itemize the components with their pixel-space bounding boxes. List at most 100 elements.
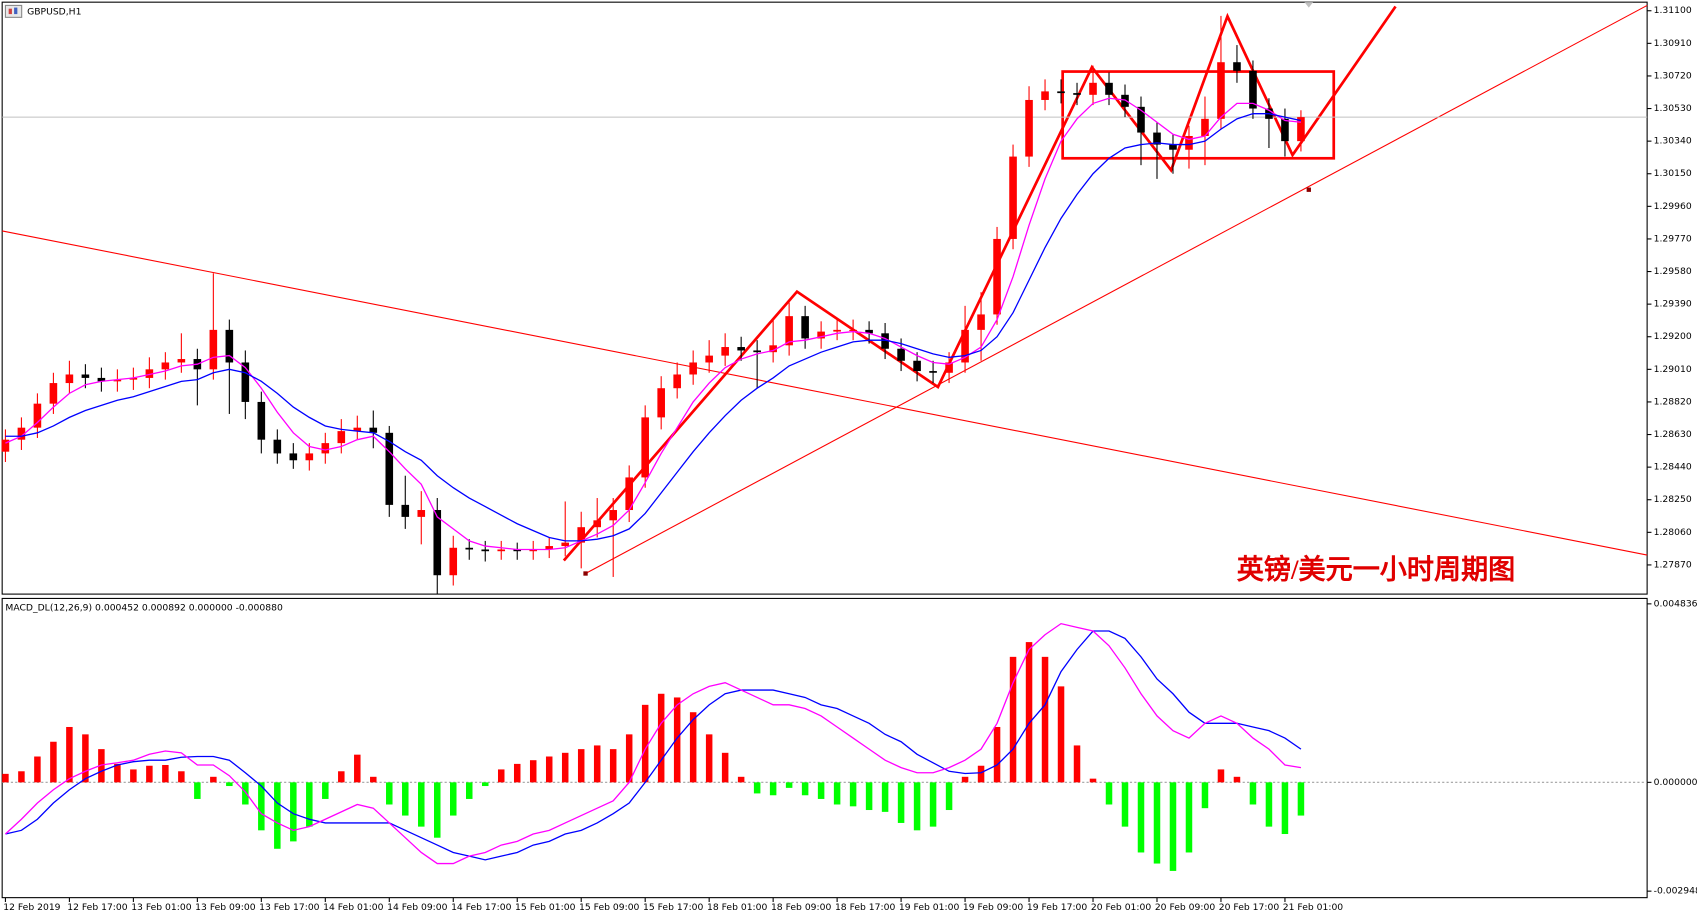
trend-line bbox=[585, 4, 1648, 574]
candle-body bbox=[881, 333, 889, 349]
histogram-bar bbox=[146, 765, 153, 783]
candle-body bbox=[257, 401, 266, 440]
histogram-bar bbox=[913, 782, 921, 831]
x-tick-label: 19 Feb 09:00 bbox=[963, 902, 1024, 913]
candle-body bbox=[865, 329, 873, 334]
histogram-bar bbox=[114, 763, 121, 783]
histogram-bar bbox=[226, 782, 233, 787]
candle-body bbox=[17, 427, 26, 440]
histogram-bar bbox=[737, 776, 745, 783]
histogram-bar bbox=[785, 782, 793, 788]
candle-body bbox=[145, 369, 154, 378]
x-tick-label: 14 Feb 09:00 bbox=[387, 902, 448, 913]
histogram-bar bbox=[721, 752, 729, 783]
candle-body bbox=[1105, 82, 1113, 95]
candle-body bbox=[225, 329, 234, 363]
candle-body bbox=[961, 329, 969, 363]
histogram-bar bbox=[929, 782, 937, 827]
icon bbox=[8, 8, 12, 15]
histogram-bar bbox=[34, 756, 41, 783]
x-tick-label: 13 Feb 17:00 bbox=[259, 902, 320, 913]
candle-body bbox=[1185, 135, 1193, 150]
histogram-bar bbox=[1153, 782, 1161, 864]
histogram-bar bbox=[66, 726, 73, 783]
histogram-bar bbox=[370, 776, 377, 783]
x-tick-label: 13 Feb 01:00 bbox=[131, 902, 192, 913]
candle-body bbox=[113, 379, 122, 382]
histogram-bar bbox=[625, 734, 633, 783]
x-tick-label: 15 Feb 09:00 bbox=[579, 902, 640, 913]
trend-line bbox=[2, 230, 1648, 556]
histogram-bar bbox=[1057, 686, 1065, 783]
candle-body bbox=[977, 314, 985, 330]
histogram-bar bbox=[609, 749, 617, 783]
candle-body bbox=[305, 453, 314, 461]
y-tick-label: 1.30530 bbox=[1654, 103, 1692, 114]
price-panel bbox=[1, 1, 1648, 595]
shift-marker bbox=[1304, 2, 1314, 8]
x-tick-label: 13 Feb 09:00 bbox=[195, 902, 256, 913]
histogram-bar bbox=[434, 782, 441, 838]
candle-body bbox=[737, 347, 745, 351]
candle-body bbox=[1089, 82, 1097, 95]
candle-body bbox=[801, 316, 809, 339]
x-tick-label: 15 Feb 01:00 bbox=[515, 902, 576, 913]
candle-body bbox=[1281, 118, 1289, 142]
y-tick-label: 1.29770 bbox=[1654, 233, 1692, 244]
candle-body bbox=[705, 355, 713, 363]
candle-body bbox=[241, 362, 250, 402]
histogram-bar bbox=[897, 782, 905, 823]
y-tick-label: 1.28820 bbox=[1654, 396, 1692, 407]
candle-body bbox=[945, 362, 953, 373]
histogram-bar bbox=[82, 734, 89, 783]
candle-body bbox=[65, 374, 74, 384]
histogram-bar bbox=[577, 749, 585, 783]
histogram-bar bbox=[1281, 782, 1289, 835]
indicator-line bbox=[5, 630, 1302, 861]
x-tick-label: 18 Feb 09:00 bbox=[771, 902, 832, 913]
histogram-bar bbox=[386, 782, 393, 805]
x-tick-label: 20 Feb 01:00 bbox=[1091, 902, 1152, 913]
candle-body bbox=[273, 439, 282, 454]
candle-body bbox=[849, 329, 857, 331]
x-tick-label: 15 Feb 17:00 bbox=[643, 902, 704, 913]
candle-body bbox=[289, 453, 298, 461]
histogram-bar bbox=[1041, 656, 1049, 783]
histogram-bar bbox=[1089, 778, 1097, 783]
candle-body bbox=[321, 443, 330, 454]
y-tick-label: 1.30340 bbox=[1654, 136, 1692, 147]
histogram-bar bbox=[1025, 642, 1033, 783]
histogram-bar bbox=[817, 782, 825, 799]
histogram-bar bbox=[178, 771, 185, 783]
candle-body bbox=[161, 362, 170, 370]
anchor-point bbox=[583, 571, 588, 576]
candle-body bbox=[1169, 144, 1177, 150]
histogram-bar bbox=[130, 769, 137, 783]
y-tick-label: 1.28630 bbox=[1654, 429, 1692, 440]
candle-body bbox=[177, 359, 186, 363]
histogram-bar bbox=[162, 764, 169, 783]
y-tick-label: 1.30720 bbox=[1654, 70, 1692, 81]
y-tick-label: 1.30910 bbox=[1654, 38, 1692, 49]
icon bbox=[4, 4, 23, 18]
chart-title: GBPUSD,H1 bbox=[27, 6, 81, 17]
candle-body bbox=[49, 383, 58, 404]
candle-body bbox=[81, 374, 90, 378]
histogram-bar bbox=[50, 741, 57, 783]
histogram-bar bbox=[338, 771, 345, 783]
histogram-bar bbox=[1137, 782, 1145, 853]
x-tick-label: 14 Feb 01:00 bbox=[323, 902, 384, 913]
candle-body bbox=[1137, 106, 1145, 133]
histogram-bar bbox=[1217, 769, 1225, 783]
x-tick-label: 21 Feb 01:00 bbox=[1283, 902, 1344, 913]
candle-body bbox=[929, 371, 937, 373]
histogram-bar bbox=[833, 782, 841, 805]
histogram-bar bbox=[1169, 782, 1177, 871]
candle-body bbox=[993, 238, 1001, 315]
histogram-bar bbox=[210, 776, 217, 783]
histogram-bar bbox=[465, 782, 473, 799]
histogram-bar bbox=[977, 765, 985, 783]
histogram-bar bbox=[881, 782, 889, 812]
candle-body bbox=[449, 547, 458, 576]
